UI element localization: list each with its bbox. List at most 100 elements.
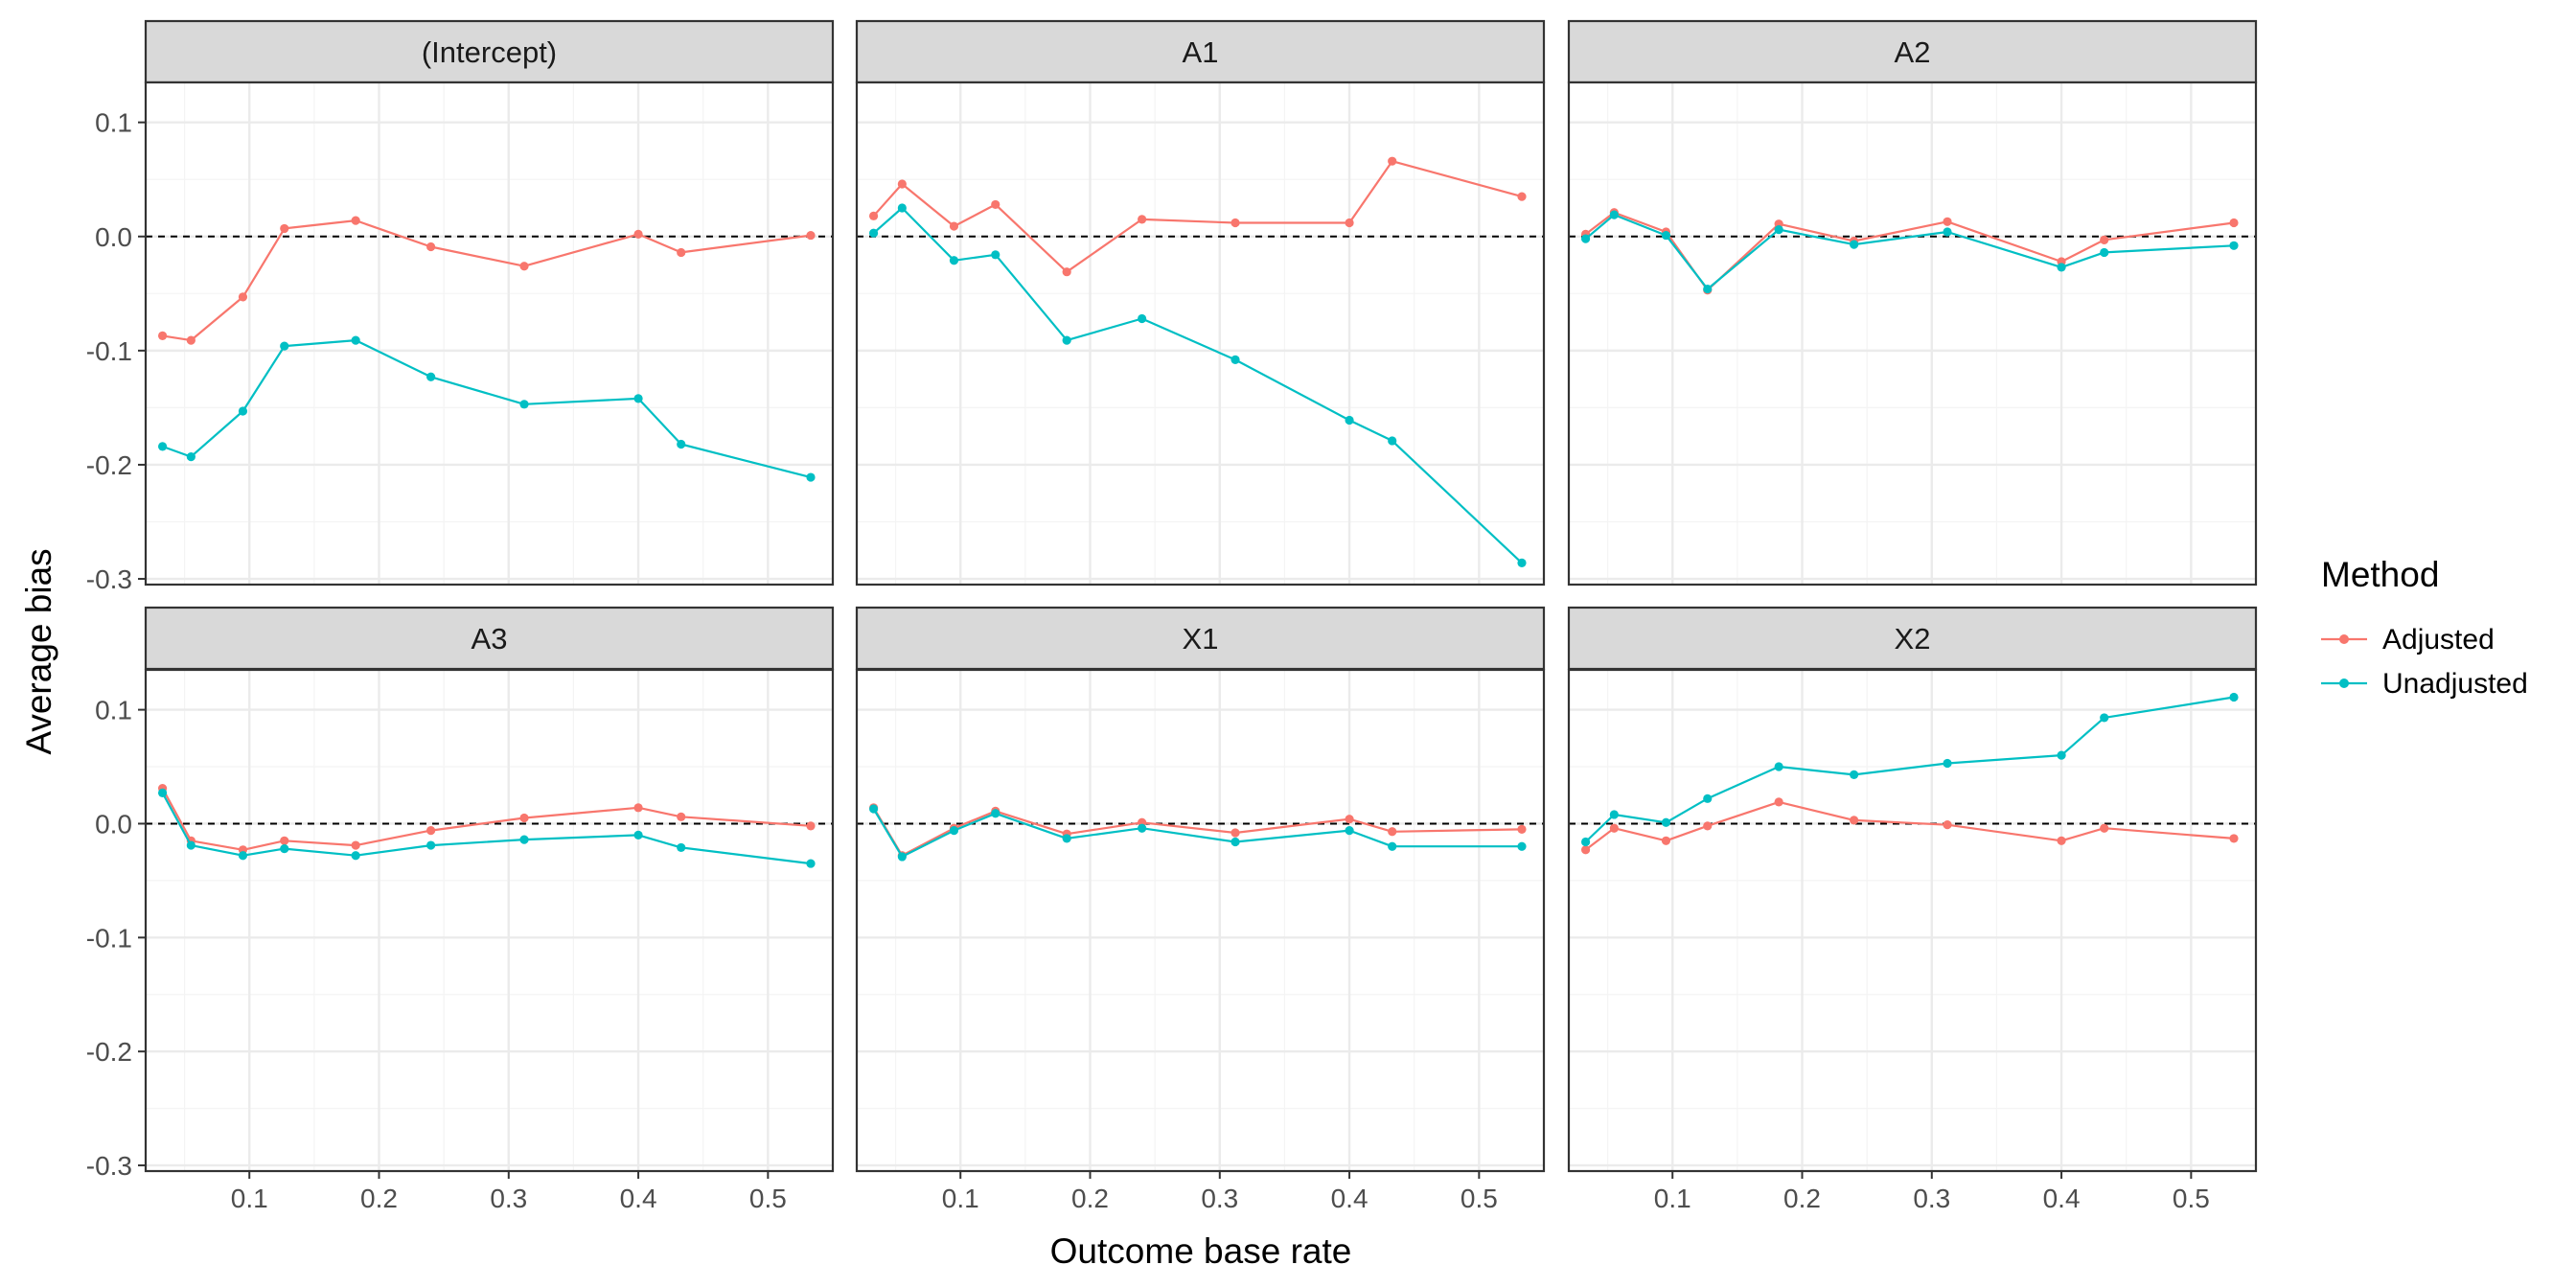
data-point-unadjusted bbox=[633, 394, 643, 403]
x-tick-label: 0.2 bbox=[1783, 1184, 1821, 1213]
panel-border bbox=[855, 80, 1546, 586]
series-line-adjusted bbox=[161, 788, 812, 851]
data-point-unadjusted bbox=[351, 335, 360, 345]
panel-border bbox=[144, 668, 835, 1173]
data-point-unadjusted bbox=[806, 859, 816, 868]
data-point-adjusted bbox=[1517, 824, 1527, 835]
panel-border bbox=[1567, 80, 2258, 586]
data-point-unadjusted bbox=[991, 250, 1000, 260]
data-point-unadjusted bbox=[519, 835, 529, 844]
data-point-unadjusted bbox=[1703, 284, 1713, 294]
x-tick-label: 0.2 bbox=[1071, 1184, 1109, 1213]
data-point-unadjusted bbox=[1661, 230, 1671, 241]
x-tick-label: 0.3 bbox=[490, 1184, 527, 1213]
data-point-adjusted bbox=[633, 803, 643, 813]
data-point-unadjusted bbox=[351, 851, 360, 861]
panel-x1: X1 0.1 0.2 0.3 0.4 0.5 bbox=[855, 606, 1546, 1213]
data-point-adjusted bbox=[806, 821, 816, 831]
x-tick-label: 0.5 bbox=[1460, 1184, 1498, 1213]
x-tick-label: 0.1 bbox=[231, 1184, 268, 1213]
x-tick-label: 0.2 bbox=[360, 1184, 398, 1213]
strip-a1 bbox=[855, 19, 1546, 84]
strip-label-x2: X2 bbox=[1895, 622, 1931, 656]
legend-title: Method bbox=[2321, 555, 2439, 594]
data-point-adjusted bbox=[426, 242, 436, 252]
data-point-adjusted bbox=[238, 292, 248, 302]
legend: Method Adjusted Unadjusted bbox=[2321, 555, 2528, 700]
y-tick-label: -0.3 bbox=[86, 564, 132, 594]
data-point-adjusted bbox=[280, 836, 289, 845]
legend-entry-unadjusted: Unadjusted bbox=[2321, 668, 2528, 700]
x-tick-label: 0.4 bbox=[1331, 1184, 1368, 1213]
y-tick-label: 0.0 bbox=[95, 809, 132, 839]
data-point-unadjusted bbox=[1517, 558, 1527, 567]
panel-a2: A2 bbox=[1567, 19, 2258, 586]
data-point-unadjusted bbox=[897, 203, 907, 213]
x-tick-label: 0.5 bbox=[2173, 1184, 2210, 1213]
x-tick-label: 0.5 bbox=[749, 1184, 787, 1213]
data-point-unadjusted bbox=[1609, 210, 1619, 219]
data-point-unadjusted bbox=[677, 439, 686, 449]
data-point-unadjusted bbox=[1580, 837, 1591, 847]
data-point-unadjusted bbox=[991, 809, 1000, 818]
y-axis-title: Average bias bbox=[19, 548, 58, 754]
data-point-adjusted bbox=[186, 335, 196, 345]
x-tick-label: 0.4 bbox=[2043, 1184, 2081, 1213]
data-point-adjusted bbox=[2229, 834, 2239, 843]
y-tick-label: 0.0 bbox=[95, 222, 132, 252]
x-tick-label: 0.1 bbox=[1654, 1184, 1691, 1213]
data-point-adjusted bbox=[351, 840, 360, 850]
data-point-adjusted bbox=[1517, 192, 1527, 201]
data-point-unadjusted bbox=[2057, 750, 2066, 760]
data-point-unadjusted bbox=[1850, 770, 1859, 779]
strip-x1 bbox=[855, 606, 1546, 671]
data-point-unadjusted bbox=[677, 842, 686, 853]
y-tick-label: 0.1 bbox=[95, 108, 132, 138]
data-point-adjusted bbox=[868, 211, 879, 220]
data-point-unadjusted bbox=[1774, 762, 1783, 771]
series-line-unadjusted bbox=[162, 339, 812, 479]
y-tick-label: -0.2 bbox=[86, 1037, 132, 1067]
data-point-adjusted bbox=[1345, 815, 1354, 824]
strip-a2 bbox=[1567, 19, 2258, 84]
data-point-unadjusted bbox=[1138, 313, 1147, 324]
data-point-adjusted bbox=[157, 331, 168, 340]
data-point-adjusted bbox=[1703, 821, 1713, 831]
data-point-unadjusted bbox=[426, 840, 436, 850]
series-line-adjusted bbox=[1584, 211, 2235, 291]
panel-background bbox=[146, 670, 833, 1171]
data-point-unadjusted bbox=[806, 472, 816, 482]
data-point-unadjusted bbox=[157, 788, 168, 797]
strip-intercept bbox=[144, 19, 835, 84]
panel-a1: A1 bbox=[855, 19, 1546, 586]
panel-x2: X2 0.1 0.2 0.3 0.4 0.5 bbox=[1567, 606, 2258, 1213]
data-point-adjusted bbox=[677, 812, 686, 821]
panel-border bbox=[144, 80, 835, 586]
data-point-unadjusted bbox=[280, 341, 289, 351]
data-point-unadjusted bbox=[949, 825, 959, 836]
data-point-unadjusted bbox=[868, 804, 879, 814]
data-point-unadjusted bbox=[1580, 234, 1591, 243]
data-point-unadjusted bbox=[426, 372, 436, 381]
data-point-unadjusted bbox=[157, 442, 168, 451]
data-point-unadjusted bbox=[1345, 415, 1354, 426]
panel-background bbox=[857, 670, 1544, 1171]
legend-key-unadjusted-point bbox=[2339, 678, 2349, 688]
data-point-adjusted bbox=[633, 229, 643, 239]
data-point-adjusted bbox=[519, 813, 529, 823]
panel-border bbox=[855, 668, 1546, 1173]
data-point-unadjusted bbox=[2229, 241, 2239, 250]
data-point-adjusted bbox=[1388, 156, 1397, 166]
series-line-unadjusted bbox=[1584, 696, 2235, 843]
data-point-unadjusted bbox=[1517, 841, 1527, 851]
series-line-unadjusted bbox=[872, 808, 1522, 859]
x-tick-label: 0.3 bbox=[1913, 1184, 1950, 1213]
data-point-adjusted bbox=[897, 179, 907, 189]
data-point-unadjusted bbox=[1138, 823, 1147, 833]
data-point-unadjusted bbox=[633, 830, 643, 840]
data-point-adjusted bbox=[2057, 836, 2066, 845]
data-point-unadjusted bbox=[949, 256, 959, 265]
panel-a3: A3 0.1 0.0 -0.1 -0.2 -0.3 0.1 0.2 0.3 0.4 0.5 bbox=[86, 606, 835, 1213]
data-point-unadjusted bbox=[2100, 713, 2109, 723]
y-tick-label: -0.1 bbox=[86, 923, 132, 953]
